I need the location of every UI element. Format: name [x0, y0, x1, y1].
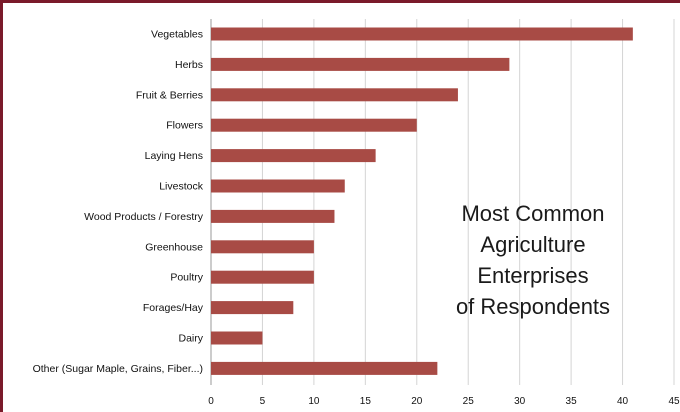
bar — [211, 57, 510, 71]
chart-title-line-4: of Respondents — [455, 294, 611, 319]
x-tick-label: 25 — [463, 396, 475, 407]
bar — [211, 331, 263, 345]
x-tick-label: 0 — [208, 396, 214, 407]
bar — [211, 301, 294, 315]
category-label: Laying Hens — [145, 150, 203, 162]
bar — [211, 209, 335, 223]
x-tick-label: 5 — [260, 396, 266, 407]
category-label: Forages/Hay — [143, 302, 204, 314]
chart-title: Most Common Agriculture Enterprises of R… — [430, 198, 636, 322]
bar — [211, 179, 345, 193]
x-tick-label: 20 — [411, 396, 423, 407]
x-tick-label: 30 — [514, 396, 526, 407]
x-tick-label: 40 — [617, 396, 629, 407]
bar — [211, 240, 314, 254]
chart-title-line-2: Agriculture — [480, 232, 586, 257]
bar — [211, 118, 417, 132]
bar — [211, 88, 458, 102]
bar — [211, 270, 314, 284]
chart-title-line-1: Most Common — [461, 201, 605, 226]
category-label: Poultry — [170, 272, 203, 284]
chart-title-line-3: Enterprises — [477, 263, 589, 288]
category-label: Greenhouse — [145, 241, 203, 253]
category-label: Other (Sugar Maple, Grains, Fiber...) — [33, 363, 203, 375]
x-tick-label: 10 — [308, 396, 320, 407]
category-label: Herbs — [175, 59, 203, 71]
category-label: Flowers — [166, 120, 203, 132]
bar — [211, 361, 438, 375]
category-label: Wood Products / Forestry — [84, 211, 204, 223]
x-tick-label: 15 — [360, 396, 372, 407]
category-label: Vegetables — [151, 29, 203, 41]
x-tick-label: 45 — [668, 396, 680, 407]
category-label: Fruit & Berries — [136, 89, 203, 101]
bar — [211, 149, 376, 163]
bar — [211, 27, 633, 41]
x-tick-label: 35 — [566, 396, 578, 407]
category-label: Livestock — [159, 181, 204, 193]
category-label: Dairy — [178, 333, 203, 345]
